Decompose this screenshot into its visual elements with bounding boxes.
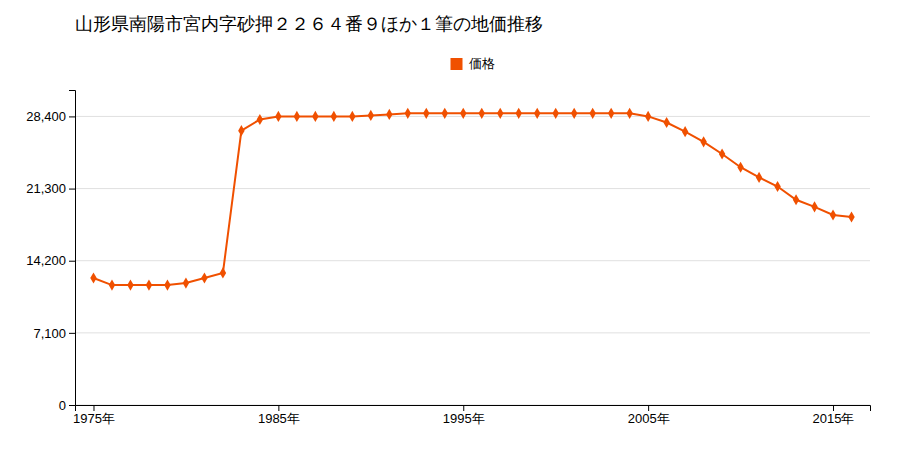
marker	[201, 272, 207, 283]
x-tick: 1995年	[443, 405, 485, 426]
marker	[479, 108, 485, 119]
marker	[571, 108, 577, 119]
marker	[756, 172, 762, 183]
marker	[811, 201, 817, 212]
x-tick-label: 1975年	[73, 411, 115, 426]
marker	[220, 267, 226, 278]
marker	[312, 111, 318, 122]
marker	[830, 209, 836, 220]
marker	[442, 108, 448, 119]
x-tick-label: 1995年	[443, 411, 485, 426]
marker	[774, 181, 780, 192]
y-tick: 21,300	[26, 181, 75, 196]
y-tick-mark	[69, 189, 75, 190]
marker	[257, 114, 263, 125]
x-tick-mark	[833, 405, 834, 411]
marker	[645, 111, 651, 122]
title: 山形県南陽市宮内字砂押２２６４番９ほか１筆の地価推移	[75, 13, 543, 34]
y-tick-mark	[69, 405, 75, 406]
x-tick-label: 1985年	[258, 411, 300, 426]
marker	[793, 194, 799, 205]
grid-line	[75, 188, 870, 189]
plot: 1975年 1985年 1995年 2005年 2015年 0 7,100 14,200 21,…	[26, 91, 870, 427]
marker	[515, 108, 521, 119]
legend-item: 価格	[451, 56, 495, 71]
legend-label: 価格	[469, 56, 495, 71]
y-tick-mark	[69, 261, 75, 262]
y-axis: 0 7,100 14,200 21,300 28,400	[26, 91, 75, 413]
marker	[238, 125, 244, 136]
x-tick-label: 2005年	[628, 411, 670, 426]
x-tick-mark	[648, 405, 649, 411]
grid-line	[75, 260, 870, 261]
marker	[700, 136, 706, 147]
grid	[75, 116, 870, 405]
marker	[294, 111, 300, 122]
marker	[127, 280, 133, 291]
marker	[331, 111, 337, 122]
marker	[164, 280, 170, 291]
marker	[626, 108, 632, 119]
marker	[460, 108, 466, 119]
grid-line	[75, 116, 870, 117]
line	[93, 113, 851, 285]
legend-swatch	[451, 58, 463, 70]
marker	[146, 280, 152, 291]
y-tick: 14,200	[26, 253, 75, 268]
x-tick: 2015年	[813, 405, 855, 426]
x-tick: 2005年	[628, 405, 670, 426]
marker	[423, 108, 429, 119]
y-tick-label: 21,300	[26, 181, 66, 196]
y-tick-label: 0	[59, 398, 66, 413]
x-tick-mark	[463, 405, 464, 411]
marker	[552, 108, 558, 119]
y-tick-label: 14,200	[26, 253, 66, 268]
marker	[368, 110, 374, 121]
x-axis: 1975年 1985年 1995年 2005年 2015年	[73, 405, 870, 426]
marker	[682, 126, 688, 137]
marker	[497, 108, 503, 119]
x-tick: 1985年	[258, 405, 300, 426]
marker	[349, 111, 355, 122]
marker	[405, 108, 411, 119]
marker	[275, 111, 281, 122]
y-tick: 0	[59, 398, 75, 413]
y-tick: 28,400	[26, 109, 75, 124]
legend: 価格	[451, 56, 495, 71]
chart: 1975年 1985年 1995年 2005年 2015年 0 7,100 14,200 21,…	[0, 0, 900, 450]
marker	[608, 108, 614, 119]
y-tick-label: 28,400	[26, 109, 66, 124]
marker	[848, 211, 854, 222]
marker	[737, 162, 743, 173]
marker	[109, 280, 115, 291]
x-tick: 1975年	[73, 405, 115, 426]
x-tick-mark	[93, 405, 94, 411]
marker	[663, 117, 669, 128]
y-tick-mark	[69, 116, 75, 117]
marker	[90, 272, 96, 283]
markers	[90, 108, 854, 291]
marker	[183, 277, 189, 288]
marker	[534, 108, 540, 119]
marker	[589, 108, 595, 119]
y-tick-label: 7,100	[33, 326, 66, 341]
x-axis-line	[76, 406, 871, 412]
x-tick-mark	[278, 405, 279, 411]
y-axis-line	[69, 91, 76, 406]
marker	[386, 109, 392, 120]
marker	[719, 148, 725, 159]
data-layer	[90, 108, 854, 291]
y-tick-mark	[69, 333, 75, 334]
y-tick: 7,100	[33, 326, 75, 341]
x-tick-label: 2015年	[813, 411, 855, 426]
grid-line	[75, 332, 870, 333]
